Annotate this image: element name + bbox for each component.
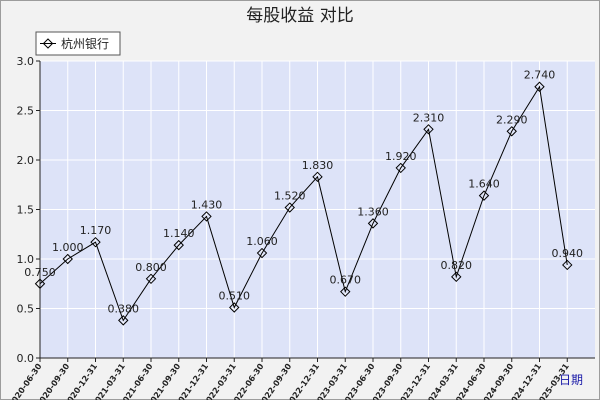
data-label: 0.800 [135,261,167,274]
legend-box [35,31,121,56]
data-label: 1.360 [357,205,389,218]
x-axis-unit-label: 日期 [559,373,583,387]
y-tick-label: 1.0 [17,253,35,266]
data-point-marker [423,124,434,135]
data-point-marker [256,247,268,259]
data-label: 1.140 [163,227,195,240]
data-label: 2.310 [413,111,445,124]
data-point-marker [340,286,351,297]
data-label: 0.820 [441,259,473,272]
data-point-marker [367,218,379,229]
data-label: 0.670 [330,274,362,287]
data-point-marker [201,211,212,222]
y-tick-label: 2.5 [17,105,35,118]
data-point-marker [562,259,573,271]
series-line [34,81,573,326]
legend: 杭州银行 [35,31,121,56]
y-tick-label: 2.0 [17,154,35,167]
data-point-marker [284,202,295,213]
data-point-marker [312,171,323,183]
data-point-marker [34,278,46,289]
y-tick-label: 3.0 [17,55,35,68]
data-label: 0.380 [108,302,140,315]
data-point-marker [90,236,101,248]
data-label: 1.060 [246,235,278,248]
x-tick-label: 2020-06-30 [7,362,44,400]
chart-title: 每股收益 对比 [246,6,353,26]
data-point-marker [534,81,545,92]
y-axis-ticks: 0.0 0.5 1.0 1.5 2.0 2.5 3.0 [17,55,40,365]
y-tick-label: 1.5 [17,204,35,217]
data-point-marker [145,273,157,285]
data-label: 1.520 [274,190,306,203]
data-point-marker [451,271,462,283]
data-label: 2.740 [524,69,556,82]
legend-marker-icon [42,38,54,49]
data-label: 1.170 [80,224,112,237]
data-point-marker [478,190,490,201]
grid-lines [40,60,595,358]
data-label: 1.920 [385,150,417,163]
data-label: 1.640 [468,178,500,191]
data-label: 1.830 [302,159,334,172]
data-labels: 0.750 1.000 1.170 0.380 0.800 1.140 1.430 0.510… [24,69,583,316]
data-label: 2.290 [496,113,528,126]
data-point-marker [62,253,73,265]
data-label: 0.750 [24,266,56,279]
data-point-marker [173,239,184,251]
data-label: 1.000 [52,241,84,254]
x-axis-ticks: 2020-06-302020-09-302020-12-312021-03-31… [7,358,571,400]
data-label: 0.940 [552,247,584,260]
series-line-path [39,85,568,322]
data-label: 1.430 [191,198,223,211]
data-label: 0.510 [219,290,251,303]
data-point-marker [506,126,517,137]
data-point-marker [395,162,406,174]
data-point-marker [229,302,240,313]
y-tick-label: 0.0 [17,352,35,365]
data-point-marker [118,315,129,326]
y-tick-label: 0.5 [17,303,35,316]
legend-series-label: 杭州银行 [61,36,109,51]
